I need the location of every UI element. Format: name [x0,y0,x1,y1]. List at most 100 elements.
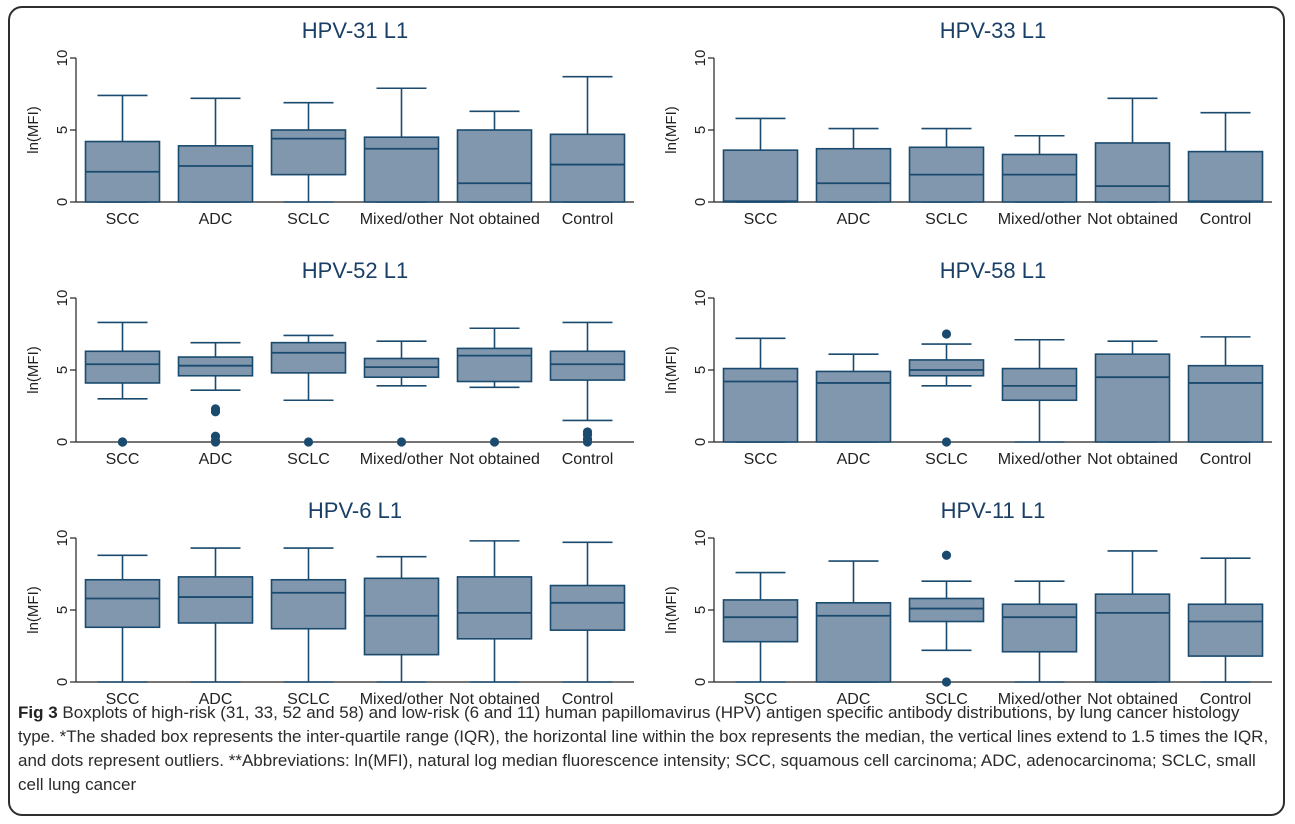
boxplot-panel-hpv-31: HPV-31 L1 0 5 10 ln(MFI) SCC ADC SCLC Mixed/othe… [14,14,644,250]
y-axis-label: ln(MFI) [663,106,680,154]
box-group-adc [177,97,254,203]
y-tick-label: 10 [54,290,71,307]
box-group-scc [84,321,161,447]
box-group-mixed-other [363,555,440,683]
iqr-box [456,576,533,640]
y-tick-label: 0 [54,198,71,206]
box-group-control [549,541,626,683]
box-group-scc [722,117,799,203]
box-group-sclc [270,101,347,203]
x-tick-label: SCLC [925,451,968,468]
y-tick-label: 10 [692,290,709,307]
x-tick-label: ADC [199,211,233,228]
boxplot-svg: HPV-31 L1 0 5 10 ln(MFI) SCC ADC SCLC Mixed/othe… [25,18,634,228]
box-group-not-obtained [1094,97,1171,203]
y-tick-label: 0 [54,438,71,446]
box-group-adc [815,127,892,203]
y-tick-label: 5 [54,366,71,374]
iqr-box [722,599,799,643]
x-tick-label: Mixed/other [998,211,1082,228]
y-tick-label: 10 [692,50,709,67]
iqr-box [270,341,347,374]
iqr-box [549,350,626,381]
iqr-box [1187,150,1264,203]
x-tick-label: SCLC [287,691,330,708]
x-tick-label: ADC [199,691,233,708]
box-group-mixed-other [1001,338,1078,443]
iqr-box [1001,367,1078,402]
y-axis-label: ln(MFI) [25,586,42,634]
figure-caption: Fig 3 Boxplots of high-risk (31, 33, 52 … [18,701,1278,797]
outlier-point [941,329,952,339]
y-tick-label: 5 [54,606,71,614]
iqr-box [1001,153,1078,203]
box-group-sclc [908,550,985,687]
x-tick-label: Mixed/other [360,451,444,468]
iqr-box [908,359,985,377]
outlier-point [303,437,314,447]
outlier-point [210,404,221,414]
y-tick-label: 5 [692,126,709,134]
x-tick-label: SCC [106,691,140,708]
outlier-point [396,437,407,447]
x-tick-label: SCC [106,451,140,468]
x-tick-label: Not obtained [449,451,540,468]
box-group-control [1187,557,1264,683]
box-group-adc [815,560,892,683]
y-tick-label: 0 [692,198,709,206]
iqr-box [1001,603,1078,653]
iqr-box [270,129,347,176]
box-group-not-obtained [1094,550,1171,683]
iqr-box [177,145,254,203]
iqr-box [84,578,161,629]
outlier-point [941,437,952,447]
box-group-sclc [270,547,347,683]
x-tick-label: SCLC [925,691,968,708]
iqr-box [549,584,626,631]
iqr-box [815,147,892,203]
boxplot-svg: HPV-6 L1 0 5 10 ln(MFI) SCC ADC SCLC Mixed/other… [25,498,634,708]
box-group-sclc [908,127,985,203]
outlier-point [117,437,128,447]
y-axis-label: ln(MFI) [663,586,680,634]
box-group-adc [177,341,254,447]
x-tick-label: Not obtained [449,211,540,228]
box-group-control [549,321,626,447]
chart-title: HPV-11 L1 [941,498,1046,523]
y-tick-label: 0 [692,678,709,686]
y-axis-label: ln(MFI) [663,346,680,394]
box-group-adc [815,353,892,443]
box-group-scc [84,554,161,683]
iqr-box [722,149,799,203]
iqr-box [1094,142,1171,203]
box-group-sclc [908,329,985,447]
box-group-not-obtained [456,540,533,683]
y-tick-label: 5 [692,366,709,374]
y-tick-label: 10 [54,50,71,67]
y-tick-label: 10 [692,530,709,547]
x-tick-label: Control [562,211,614,228]
iqr-box [908,597,985,623]
box-group-control [1187,111,1264,203]
box-group-not-obtained [456,110,533,203]
y-tick-label: 5 [692,606,709,614]
boxplot-panel-hpv-58: HPV-58 L1 0 5 10 ln(MFI) SCC ADC SCLC Mixed/othe… [652,254,1282,490]
iqr-box [177,576,254,624]
box-group-not-obtained [1094,340,1171,443]
x-tick-label: SCLC [287,211,330,228]
x-tick-label: SCLC [287,451,330,468]
box-group-mixed-other [363,87,440,203]
boxplot-svg: HPV-11 L1 0 5 10 ln(MFI) SCC ADC SCLC Mixed/othe… [663,498,1272,708]
outlier-point [941,677,952,687]
x-tick-label: SCC [106,211,140,228]
box-group-not-obtained [456,327,533,447]
x-tick-label: ADC [199,451,233,468]
chart-title: HPV-31 L1 [302,18,408,43]
y-tick-label: 0 [692,438,709,446]
x-tick-label: Control [1200,691,1252,708]
chart-title: HPV-6 L1 [308,498,402,523]
boxplot-svg: HPV-52 L1 0 5 10 ln(MFI) SCC ADC SCLC Mixed/othe… [25,258,634,468]
x-tick-label: SCC [744,691,778,708]
box-group-control [1187,336,1264,443]
chart-title: HPV-33 L1 [940,18,1046,43]
